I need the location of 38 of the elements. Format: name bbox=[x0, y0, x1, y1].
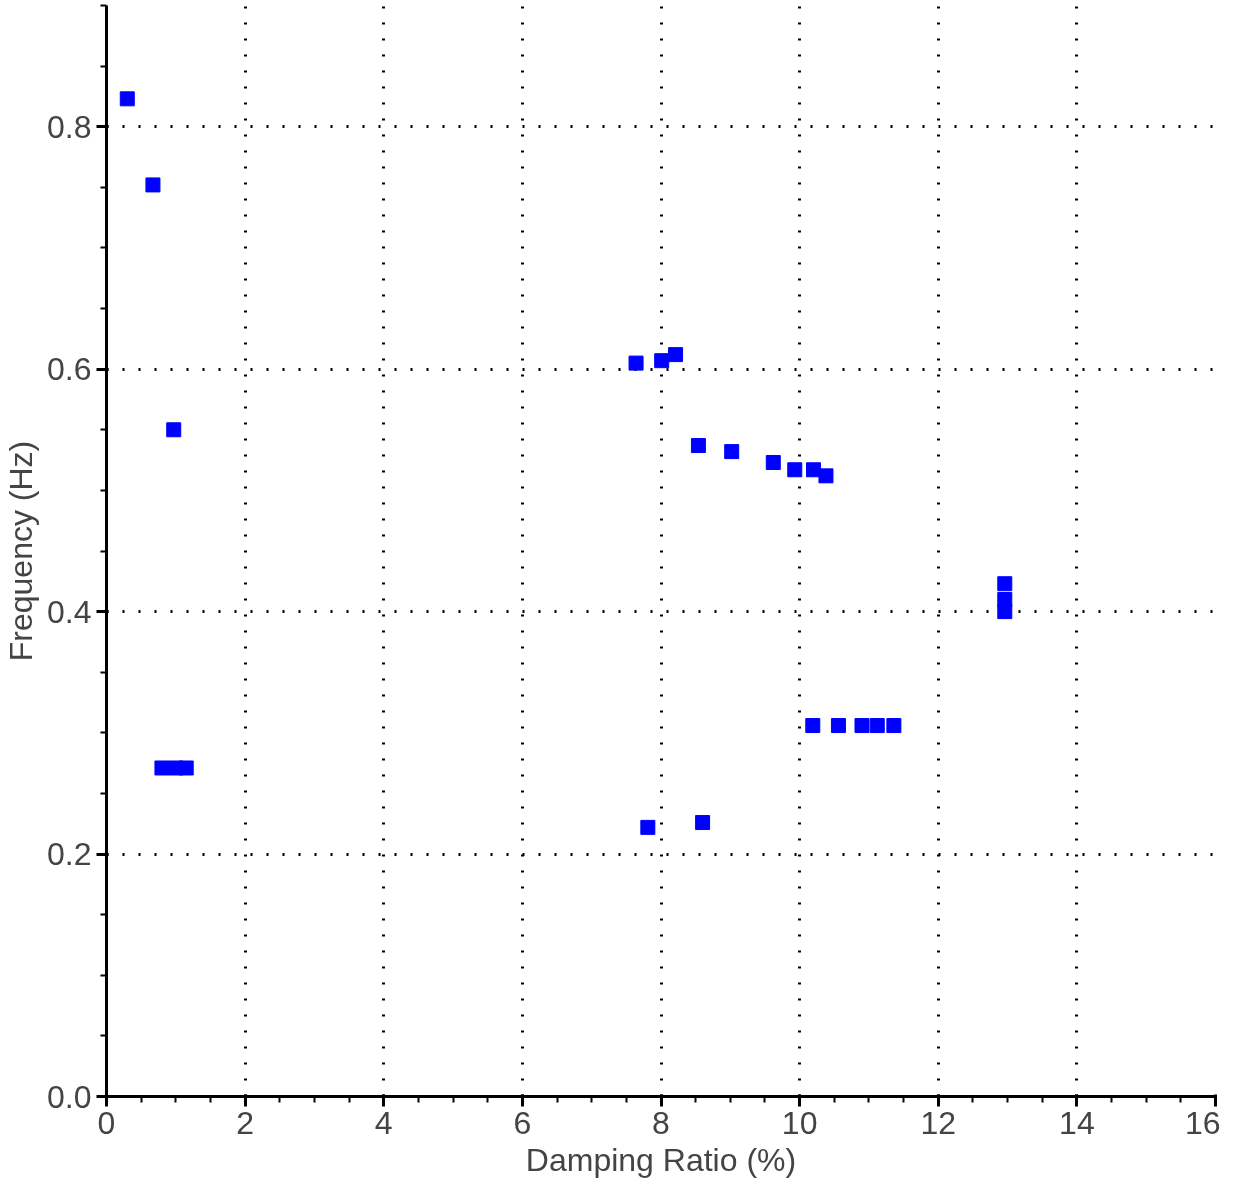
point bbox=[119, 91, 135, 107]
point bbox=[628, 355, 644, 371]
point bbox=[805, 718, 821, 734]
point bbox=[640, 819, 656, 835]
x-tick-label: 16 bbox=[1184, 1104, 1221, 1141]
x-tick-label: 14 bbox=[1059, 1104, 1095, 1141]
point bbox=[886, 718, 902, 734]
point bbox=[818, 468, 834, 484]
point bbox=[997, 576, 1013, 592]
point bbox=[724, 444, 740, 460]
y-tick-label: 0.4 bbox=[47, 593, 92, 630]
x-axis-title: Damping Ratio (%) bbox=[525, 1141, 797, 1178]
point bbox=[695, 815, 711, 831]
point bbox=[765, 455, 781, 471]
x-tick-label: 8 bbox=[652, 1104, 670, 1141]
point bbox=[830, 718, 846, 734]
point bbox=[166, 422, 182, 438]
x-tick-label: 4 bbox=[374, 1104, 393, 1141]
y-tick-label: 0.0 bbox=[47, 1078, 92, 1115]
point bbox=[154, 760, 170, 776]
x-tick-label: 2 bbox=[236, 1104, 255, 1141]
point bbox=[145, 177, 161, 193]
y-axis-title: Frequency (Hz) bbox=[3, 440, 40, 662]
point bbox=[668, 347, 684, 363]
y-tick-label: 0.8 bbox=[47, 108, 92, 145]
point bbox=[178, 760, 194, 776]
point bbox=[997, 604, 1013, 620]
point bbox=[654, 353, 670, 369]
x-tick-label: 0 bbox=[97, 1104, 116, 1141]
y-tick-label: 0.6 bbox=[47, 351, 92, 388]
x-tick-label: 6 bbox=[513, 1104, 532, 1141]
point bbox=[854, 718, 870, 734]
x-tick-label: 10 bbox=[781, 1104, 818, 1141]
point bbox=[690, 438, 706, 454]
point bbox=[869, 718, 885, 734]
y-tick-label: 0.2 bbox=[47, 836, 92, 873]
point bbox=[787, 462, 803, 478]
x-tick-label: 12 bbox=[920, 1104, 957, 1141]
